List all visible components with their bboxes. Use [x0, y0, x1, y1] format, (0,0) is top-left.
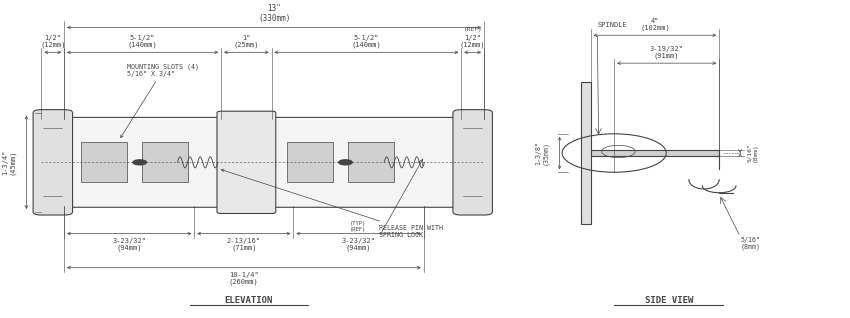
Circle shape	[339, 160, 352, 165]
Circle shape	[133, 160, 146, 165]
Text: 3-19/32"
(91mm): 3-19/32" (91mm)	[649, 45, 683, 59]
Text: 5-1/2"
(140mm): 5-1/2" (140mm)	[352, 35, 382, 48]
Text: 1-3/8"
(35mm): 1-3/8" (35mm)	[536, 141, 549, 165]
Text: 3-23/32"
(94mm): 3-23/32" (94mm)	[342, 238, 376, 251]
Bar	[581, 82, 591, 224]
Text: 5-1/2"
(140mm): 5-1/2" (140mm)	[128, 35, 157, 48]
Text: (TYP)
(REF): (TYP) (REF)	[350, 221, 366, 232]
Text: SPINDLE: SPINDLE	[598, 22, 627, 28]
Bar	[81, 142, 128, 183]
Text: (REF): (REF)	[463, 27, 482, 32]
Text: 1/2"
(12mm): 1/2" (12mm)	[460, 35, 485, 48]
Text: ELEVATION: ELEVATION	[224, 296, 273, 305]
Bar	[348, 142, 394, 183]
FancyBboxPatch shape	[60, 117, 488, 207]
Text: 5/16"
(8mm): 5/16" (8mm)	[740, 237, 760, 250]
Bar	[142, 142, 189, 183]
FancyBboxPatch shape	[217, 111, 275, 213]
Text: 13"
(330mm): 13" (330mm)	[258, 4, 291, 24]
Bar	[591, 150, 719, 156]
FancyBboxPatch shape	[33, 110, 72, 215]
Text: 1/2"
(12mm): 1/2" (12mm)	[40, 35, 65, 48]
FancyBboxPatch shape	[453, 110, 492, 215]
Text: SIDE VIEW: SIDE VIEW	[644, 296, 693, 305]
Text: MOUNTING SLOTS (4)
5/16" X 3/4": MOUNTING SLOTS (4) 5/16" X 3/4"	[121, 63, 199, 138]
Text: 3-23/32"
(94mm): 3-23/32" (94mm)	[112, 238, 146, 251]
Text: RELEASE PIN WITH
SPRING LOCK: RELEASE PIN WITH SPRING LOCK	[221, 169, 443, 238]
Text: 10-1/4"
(260mm): 10-1/4" (260mm)	[229, 272, 258, 285]
Text: 5/16"
(8mm): 5/16" (8mm)	[747, 144, 757, 162]
Text: 1-3/4"
(45mm): 1-3/4" (45mm)	[2, 149, 15, 175]
Text: 1"
(25mm): 1" (25mm)	[234, 35, 259, 48]
Text: 4"
(102mm): 4" (102mm)	[640, 18, 670, 31]
Bar	[286, 142, 333, 183]
Text: 2-13/16"
(71mm): 2-13/16" (71mm)	[227, 238, 261, 251]
